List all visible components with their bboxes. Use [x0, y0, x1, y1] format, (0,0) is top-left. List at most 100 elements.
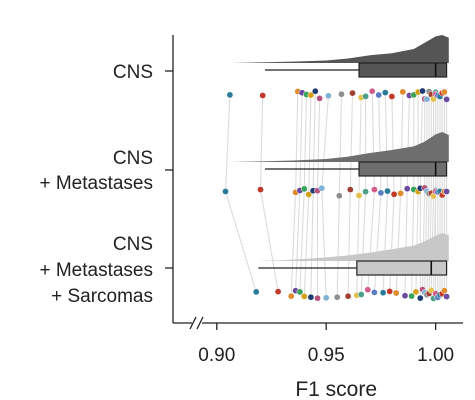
data-point — [333, 293, 341, 301]
data-point — [416, 294, 424, 302]
data-point — [259, 92, 267, 99]
connection-line — [295, 190, 301, 291]
data-point — [274, 288, 282, 295]
data-point — [226, 91, 234, 99]
connection-line — [389, 194, 395, 292]
connection-line — [400, 91, 404, 194]
data-point — [335, 192, 343, 200]
category-label: CNS — [113, 62, 153, 83]
data-point — [419, 87, 426, 95]
connection-line — [349, 93, 354, 190]
data-points — [222, 87, 450, 302]
data-point — [403, 185, 411, 193]
data-point — [379, 289, 387, 297]
connection-line — [259, 95, 264, 190]
connection-line — [382, 191, 389, 293]
axis-break-mark — [196, 316, 204, 330]
connection-line — [290, 192, 297, 297]
category-label: CNS — [113, 148, 153, 169]
category-label: + Metastases — [39, 173, 153, 194]
data-point — [364, 286, 372, 294]
connection-line — [295, 91, 299, 193]
data-point — [338, 90, 345, 98]
data-point — [307, 293, 315, 301]
connection-line — [336, 195, 340, 298]
connection-line — [347, 189, 351, 297]
x-tick-label: 1.00 — [417, 345, 454, 366]
data-point — [443, 188, 450, 195]
data-point — [316, 95, 323, 102]
category-label: + Sarcomas — [51, 286, 153, 307]
category-labels: CNS CNS + Metastases CNS + Metastases + Sarco… — [39, 62, 153, 307]
data-point — [412, 288, 420, 296]
connection-line — [224, 191, 257, 293]
data-point — [388, 93, 396, 100]
connection-line — [321, 188, 327, 298]
data-point — [397, 190, 404, 197]
data-point — [222, 188, 229, 195]
connection-line — [411, 189, 415, 297]
connection-line — [360, 191, 367, 295]
data-point — [386, 288, 394, 295]
connection-line — [303, 94, 308, 189]
data-point — [257, 186, 264, 193]
data-point — [371, 289, 378, 296]
connection-line — [316, 98, 321, 191]
data-point — [408, 292, 415, 300]
x-axis-title: F1 score — [295, 378, 377, 400]
data-point — [355, 192, 363, 199]
data-point — [346, 186, 354, 193]
connection-line — [356, 195, 360, 296]
data-point — [390, 190, 398, 198]
data-point — [314, 294, 321, 302]
connection-line — [308, 95, 312, 195]
connection-line — [299, 188, 305, 292]
data-point — [443, 293, 450, 300]
axes: 0.90 0.95 1.00 F1 score — [165, 35, 463, 400]
data-point — [377, 189, 385, 197]
connection-line — [391, 96, 395, 195]
connection-line — [312, 91, 316, 191]
box — [358, 161, 448, 177]
data-point — [311, 87, 319, 95]
data-point — [381, 89, 389, 96]
box — [356, 260, 448, 276]
data-point — [368, 87, 376, 95]
connection-line — [303, 194, 310, 297]
data-point — [322, 294, 330, 302]
connection-line — [224, 94, 231, 192]
data-point — [300, 293, 308, 300]
category-label: CNS — [113, 234, 153, 255]
connection-line — [404, 188, 408, 296]
connection-line — [358, 97, 362, 196]
axis-break-mark — [189, 316, 197, 330]
data-point — [305, 191, 313, 198]
data-point — [384, 187, 391, 195]
density-cloud — [232, 35, 449, 63]
data-point — [441, 88, 448, 96]
data-point — [307, 91, 315, 99]
data-point — [296, 288, 304, 296]
data-point — [375, 91, 383, 99]
category-label: + Metastases — [39, 260, 153, 281]
data-point — [287, 292, 295, 300]
connection-line — [310, 190, 314, 298]
box-plots — [258, 62, 448, 276]
data-point — [362, 93, 369, 100]
data-point — [357, 291, 365, 298]
density-clouds — [229, 35, 449, 261]
data-point — [423, 95, 431, 103]
data-point — [441, 287, 448, 294]
connection-line — [378, 94, 382, 193]
data-point — [252, 288, 260, 296]
data-point — [349, 89, 356, 97]
x-tick-label: 0.90 — [198, 345, 235, 366]
box — [358, 62, 448, 78]
connection-line — [299, 92, 303, 191]
connection-line — [373, 192, 382, 293]
data-point — [325, 92, 332, 100]
density-cloud — [256, 233, 449, 261]
connection-line — [259, 189, 279, 292]
data-point — [371, 186, 378, 193]
